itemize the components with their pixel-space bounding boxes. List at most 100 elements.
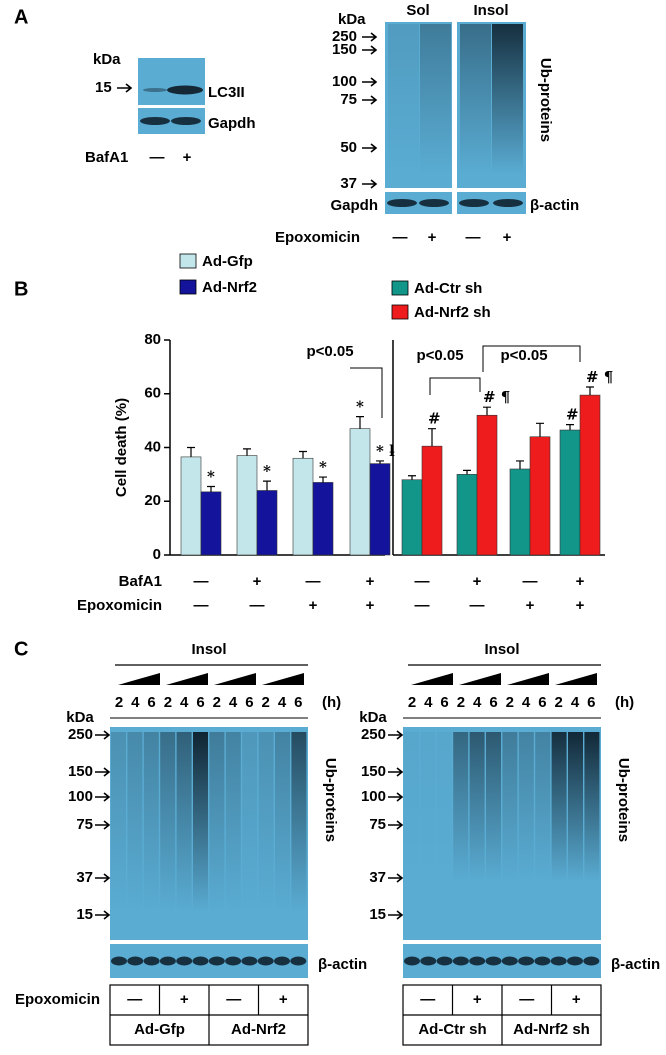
marker-label: 150 bbox=[332, 41, 357, 58]
bar bbox=[476, 414, 498, 556]
y-axis-label: Cell death (%) bbox=[113, 398, 130, 497]
error-bar bbox=[243, 448, 251, 456]
time-label: 2 bbox=[555, 694, 563, 711]
time-label: 6 bbox=[538, 694, 546, 711]
y-tick-label: 40 bbox=[144, 438, 161, 455]
band bbox=[143, 956, 160, 966]
time-label: 6 bbox=[196, 694, 204, 711]
smear bbox=[143, 732, 159, 912]
bar bbox=[369, 463, 391, 556]
band bbox=[567, 956, 583, 966]
sign: + bbox=[309, 597, 318, 614]
bar bbox=[421, 445, 443, 556]
marker-label: 15 bbox=[76, 906, 93, 923]
band bbox=[171, 117, 201, 125]
bar bbox=[456, 474, 478, 556]
sign: + bbox=[576, 573, 585, 590]
sign: + bbox=[576, 597, 585, 614]
marker-label: 250 bbox=[68, 726, 93, 743]
band bbox=[111, 956, 127, 966]
marker-arrow bbox=[388, 730, 404, 740]
bar bbox=[509, 468, 531, 556]
significance-marker: # ¶ bbox=[586, 368, 613, 386]
significance-label: p<0.05 bbox=[416, 347, 463, 364]
bracket bbox=[350, 367, 383, 418]
sign: + bbox=[180, 991, 189, 1008]
group-label: Ad-Gfp bbox=[134, 1021, 185, 1038]
marker-arrow bbox=[95, 730, 111, 740]
time-label: 4 bbox=[131, 694, 140, 711]
band bbox=[225, 956, 242, 966]
sign: — bbox=[470, 597, 485, 614]
blot bbox=[138, 58, 205, 105]
band bbox=[550, 956, 567, 966]
marker-arrow bbox=[95, 792, 111, 802]
time-label: 2 bbox=[115, 694, 123, 711]
marker-arrow bbox=[362, 95, 378, 105]
blot bbox=[457, 192, 526, 214]
marker-label: 100 bbox=[68, 788, 93, 805]
marker-label: 37 bbox=[76, 869, 93, 886]
time-label: 6 bbox=[147, 694, 155, 711]
kda-label: kDa bbox=[66, 709, 94, 726]
time-unit: (h) bbox=[322, 694, 341, 711]
sign: — bbox=[226, 991, 241, 1008]
bar bbox=[256, 490, 278, 556]
smear bbox=[160, 732, 176, 912]
smear bbox=[275, 732, 290, 912]
error-bar bbox=[299, 450, 307, 459]
bar bbox=[579, 394, 601, 556]
sign: — bbox=[306, 573, 321, 590]
error-bar bbox=[356, 415, 364, 429]
panel-label: A bbox=[14, 6, 28, 28]
time-label: 2 bbox=[457, 694, 465, 711]
y-tick-label: 80 bbox=[144, 331, 161, 348]
treatment-label: Epoxomicin bbox=[15, 991, 100, 1008]
smear bbox=[568, 732, 583, 882]
time-label: 4 bbox=[180, 694, 189, 711]
smear bbox=[535, 732, 551, 882]
sign: + bbox=[473, 573, 482, 590]
marker-label: 150 bbox=[68, 763, 93, 780]
time-wedge bbox=[459, 673, 501, 685]
bar bbox=[401, 479, 423, 556]
significance-marker: * bbox=[356, 398, 364, 416]
sign: — bbox=[194, 597, 209, 614]
marker-arrow bbox=[95, 873, 111, 883]
marker-label: 150 bbox=[361, 763, 386, 780]
kda-label: kDa bbox=[338, 11, 366, 28]
y-tick-label: 20 bbox=[144, 492, 161, 509]
band bbox=[257, 956, 274, 966]
band bbox=[192, 956, 209, 966]
band bbox=[127, 956, 144, 966]
marker-arrow bbox=[117, 83, 133, 93]
marker-label: 15 bbox=[369, 906, 386, 923]
marker-label: 75 bbox=[369, 816, 386, 833]
sign: + bbox=[366, 573, 375, 590]
band bbox=[420, 956, 437, 966]
smear bbox=[404, 732, 419, 882]
band bbox=[274, 956, 290, 966]
marker-arrow bbox=[362, 143, 378, 153]
band bbox=[459, 199, 489, 207]
smear bbox=[551, 732, 567, 882]
significance-marker: * bbox=[207, 467, 215, 485]
smear bbox=[453, 732, 469, 882]
panel-label: C bbox=[14, 638, 28, 660]
sign: + bbox=[572, 991, 581, 1008]
significance-label: p<0.05 bbox=[500, 347, 547, 364]
sign: + bbox=[526, 597, 535, 614]
marker-arrow bbox=[362, 77, 378, 87]
band bbox=[493, 199, 523, 207]
time-unit: (h) bbox=[615, 694, 634, 711]
time-label: 6 bbox=[294, 694, 302, 711]
kda-label: kDa bbox=[93, 51, 121, 68]
time-label: 6 bbox=[245, 694, 253, 711]
marker-arrow bbox=[95, 820, 111, 830]
marker-arrow bbox=[388, 767, 404, 777]
bar bbox=[529, 436, 551, 556]
bar bbox=[180, 456, 202, 556]
sign: — bbox=[194, 573, 209, 590]
